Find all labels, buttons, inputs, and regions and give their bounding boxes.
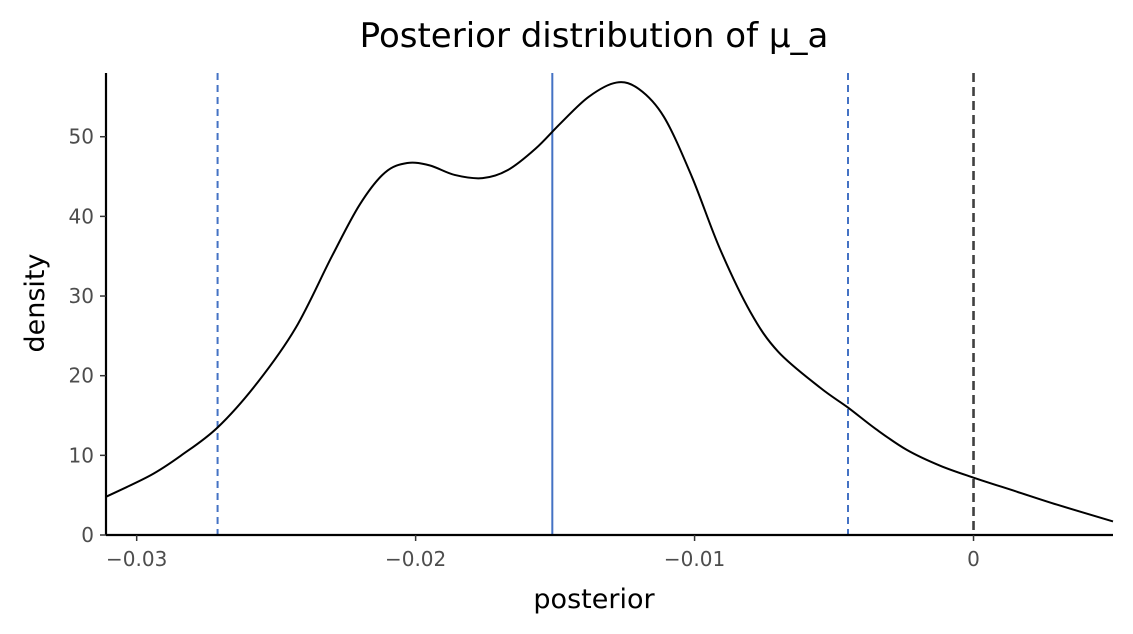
reference-lines [216,73,975,535]
y-tick-label-6: 50 [69,125,94,149]
y-tick-label-2: 10 [69,443,94,467]
y-tick-label-4: 30 [69,284,94,308]
density-curve-1 [105,81,1114,523]
x-axis-title: posterior [533,584,655,615]
x-tick-label-3: −0.01 [664,547,725,571]
chart-title: Posterior distribution of μ_a [360,16,829,56]
axes [104,73,1113,537]
y-tick-label-3: 20 [69,364,94,388]
y-axis-title: density [20,253,51,352]
x-tick-label-1: −0.03 [106,547,167,571]
series-layer [105,81,1114,523]
x-tick-label-4: 0 [967,547,980,571]
axis-ticks: −0.03 −0.02 −0.01 0 0 10 20 30 40 50 [69,125,980,571]
y-tick-label-5: 40 [69,204,94,228]
x-tick-label-2: −0.02 [385,547,446,571]
y-tick-label-1: 0 [81,523,94,547]
